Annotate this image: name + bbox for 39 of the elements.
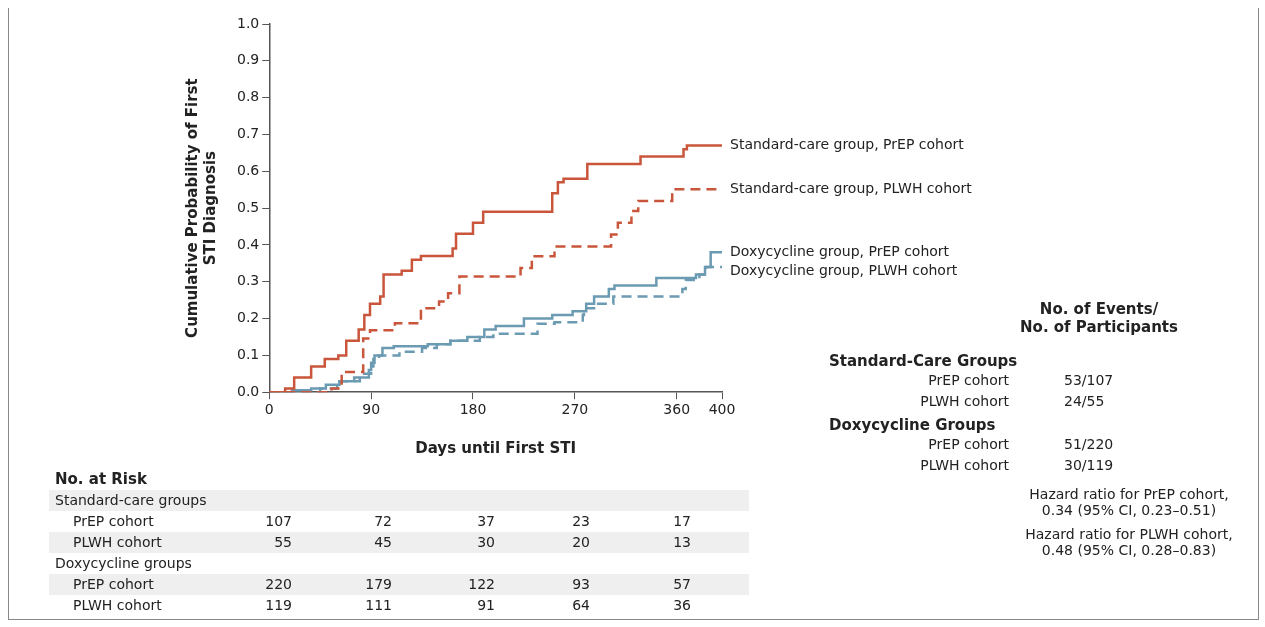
series-label: Standard-care group, PrEP cohort — [730, 136, 965, 153]
text: Hazard ratio for PLWH cohort, 0.48 (95% CI, 0.28–0.83) — [1024, 526, 1234, 558]
text: PLWH cohort 24/55 — [920, 393, 1105, 409]
text: No. at Risk — [55, 469, 147, 490]
text: PLWH cohort 30/119 — [920, 457, 1114, 473]
y-tick-label: 0.0 — [237, 382, 260, 399]
text: No. of Events/ No. of Participants — [1019, 300, 1179, 336]
y-tick-label: 0.1 — [237, 346, 260, 363]
text: Doxycycline groups — [55, 554, 192, 573]
y-tick-label: 0.5 — [237, 198, 260, 215]
x-tick-label: 90 — [362, 401, 381, 418]
x-tick-label: 400 — [708, 401, 736, 418]
y-tick-label: 0.6 — [237, 161, 260, 178]
x-tick-label: 270 — [561, 401, 589, 418]
y-tick-label: 0.7 — [237, 125, 260, 142]
text: PrEP cohort 51/220 — [928, 436, 1114, 452]
text: Standard-Care Groups — [828, 351, 1019, 372]
y-tick-label: 0.4 — [237, 235, 260, 252]
text: Doxycycline Groups — [828, 415, 997, 436]
x-tick-label: 360 — [663, 401, 691, 418]
x-tick-label: 180 — [459, 401, 487, 418]
series-label: Doxycycline group, PrEP cohort — [730, 242, 950, 259]
text: PLWH cohort 55 45 30 20 13 — [73, 534, 691, 550]
x-tick-label: 0 — [264, 401, 274, 418]
text: PrEP cohort 220 179 122 93 57 — [73, 576, 691, 592]
y-tick-label: 0.3 — [237, 272, 260, 289]
text: PrEP cohort 107 72 37 23 17 — [73, 513, 691, 529]
x-axis-title: Days until First STI — [415, 438, 577, 457]
y-tick-label: 0.9 — [237, 51, 260, 68]
y-tick-label: 1.0 — [237, 14, 260, 31]
text: PrEP cohort 53/107 — [928, 372, 1114, 388]
series-label: Doxycycline group, PLWH cohort — [730, 261, 958, 278]
text: Standard-care groups — [55, 491, 207, 510]
y-tick-label: 0.2 — [237, 309, 260, 326]
text: PLWH cohort 119 111 91 64 36 — [73, 597, 691, 613]
series-label: Standard-care group, PLWH cohort — [730, 179, 973, 196]
y-axis-title: Cumulative Probability of First STI Diagnosis — [182, 78, 219, 338]
text: Hazard ratio for PrEP cohort, 0.34 (95% CI, 0.23–0.51) — [1028, 486, 1230, 518]
y-tick-label: 0.8 — [237, 88, 260, 105]
